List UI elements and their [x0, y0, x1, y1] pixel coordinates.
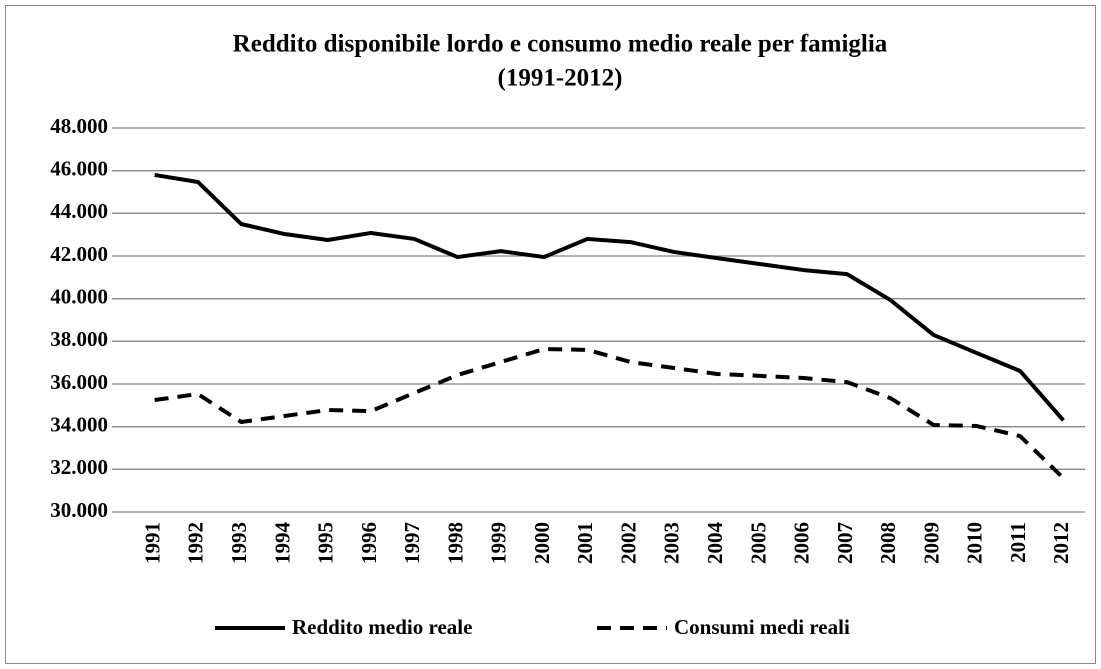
x-tick-label: 2010	[963, 522, 987, 564]
y-tick-label: 40.000	[50, 284, 108, 308]
x-tick-label: 2006	[790, 522, 814, 564]
legend-label: Reddito medio reale	[292, 615, 472, 639]
chart-title: Reddito disponibile lordo e consumo medi…	[233, 31, 888, 58]
x-tick-label: 2007	[833, 522, 857, 564]
y-tick-label: 38.000	[50, 327, 108, 351]
x-tick-label: 2008	[876, 522, 900, 564]
y-tick-label: 34.000	[50, 412, 108, 436]
y-tick-label: 30.000	[50, 498, 108, 522]
series-line	[154, 172, 1065, 422]
x-tick-label: 2003	[660, 522, 684, 564]
x-tick-label: 1998	[443, 522, 467, 564]
x-tick-label: 2005	[746, 522, 770, 564]
chart-title: (1991-2012)	[498, 65, 623, 92]
x-tick-label: 2002	[616, 522, 640, 564]
x-tick-label: 1994	[270, 522, 294, 565]
x-tick-label: 1996	[357, 522, 381, 564]
chart-frame	[5, 5, 1096, 664]
x-tick-label: 2011	[1006, 522, 1030, 563]
x-tick-label: 1997	[400, 522, 424, 564]
x-tick-label: 2004	[703, 522, 727, 565]
x-tick-label: 2001	[573, 522, 597, 564]
x-tick-label: 1993	[227, 522, 251, 564]
x-tick-label: 1999	[487, 522, 511, 564]
y-tick-label: 42.000	[50, 242, 108, 266]
x-tick-label: 1992	[184, 522, 208, 564]
y-tick-label: 32.000	[50, 455, 108, 479]
y-tick-label: 44.000	[50, 199, 108, 223]
y-tick-label: 36.000	[50, 370, 108, 394]
x-tick-label: 1995	[314, 522, 338, 564]
x-tick-label: 2012	[1049, 522, 1073, 564]
y-tick-label: 48.000	[50, 114, 108, 138]
legend-label: Consumi medi reali	[674, 615, 850, 639]
x-tick-label: 2000	[530, 522, 554, 564]
y-tick-label: 46.000	[50, 156, 108, 180]
x-tick-label: 2009	[919, 522, 943, 564]
x-tick-label: 1991	[140, 522, 164, 564]
series-line	[154, 347, 1065, 480]
